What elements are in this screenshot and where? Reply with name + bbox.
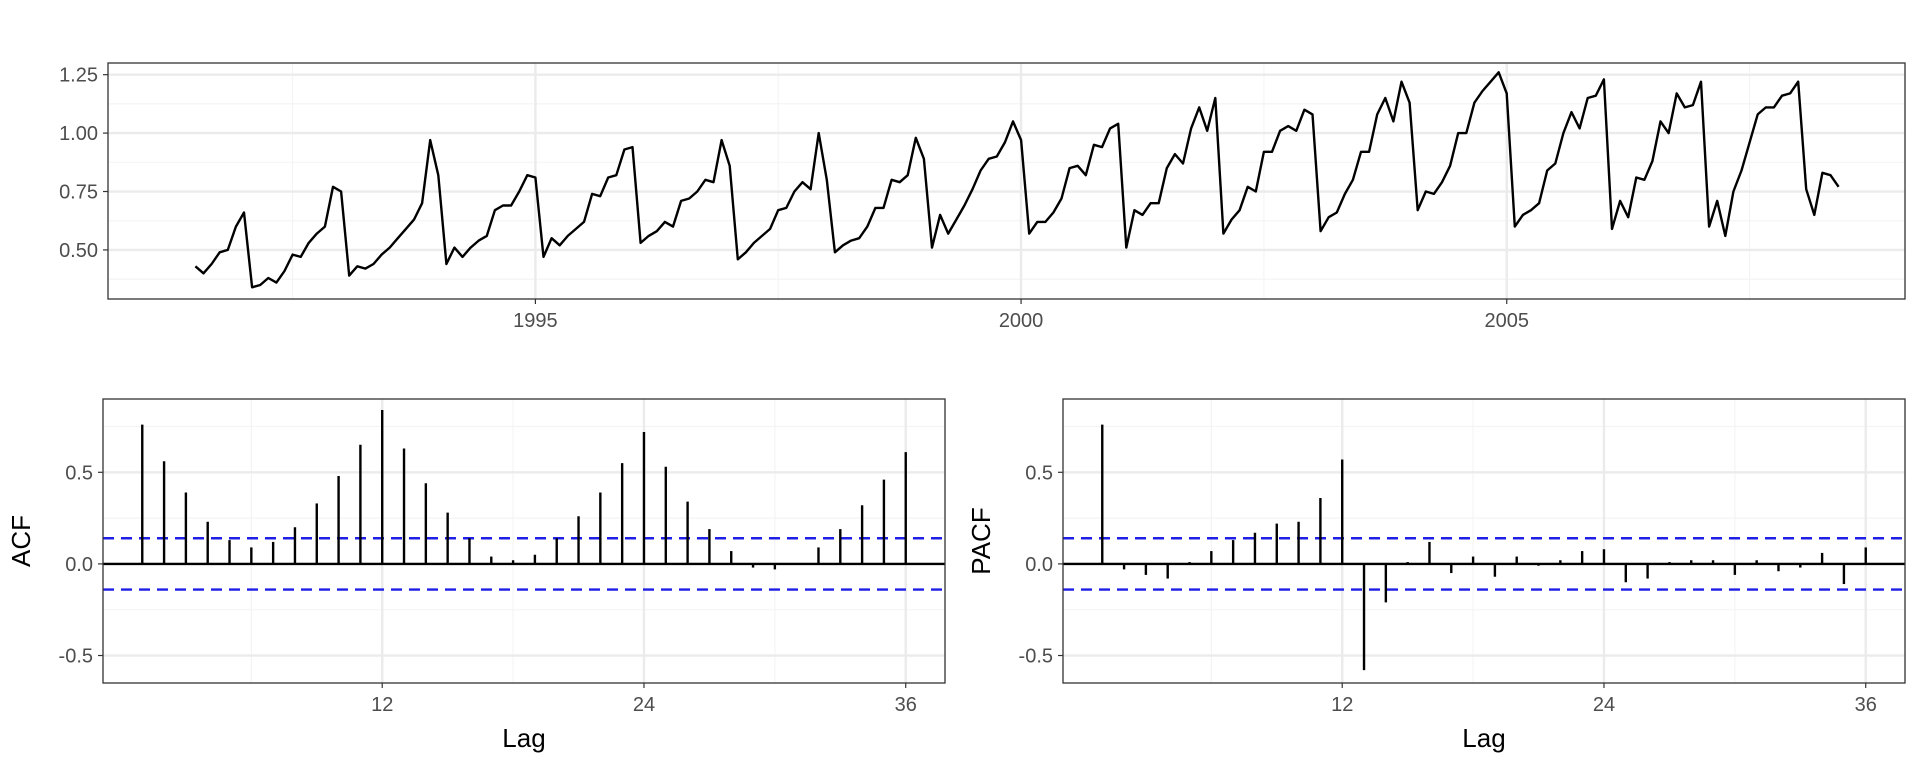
ts-y-tick-label: 0.75 [59, 182, 98, 204]
acf-panel-border [102, 398, 946, 684]
pacf-panel [1058, 398, 1906, 688]
acf-x-tick-label: 36 [895, 694, 917, 716]
pacf-x-tick-label: 12 [1331, 694, 1353, 716]
pacf-y-tick-label: 0.5 [1025, 462, 1053, 484]
pacf-x-tick-label: 36 [1855, 694, 1877, 716]
ts-x-tick-label: 2005 [1484, 310, 1529, 332]
acf-y-tick-label: 0.5 [65, 462, 93, 484]
pacf-panel-border [1062, 398, 1906, 684]
acf-y-axis-title: ACF [6, 515, 36, 567]
ts-panel-border [107, 62, 1906, 300]
pacf-y-tick-label: 0.0 [1025, 554, 1053, 576]
ts-y-tick-label: 1.00 [59, 123, 98, 145]
acf-y-tick-label: -0.5 [59, 646, 93, 668]
acf-background [103, 399, 945, 683]
ts-series-line [194, 71, 1840, 289]
ts-panel [103, 62, 1906, 304]
acf-y-tick-label: 0.0 [65, 554, 93, 576]
acf-x-tick-label: 12 [371, 694, 393, 716]
pacf-background [1063, 399, 1905, 683]
ts-y-tick-label: 0.50 [59, 240, 98, 262]
ts-x-tick-label: 2000 [999, 310, 1044, 332]
acf-x-tick-label: 24 [633, 694, 655, 716]
pacf-x-tick-label: 24 [1593, 694, 1615, 716]
pacf-x-axis-title: Lag [1462, 723, 1505, 753]
pacf-y-tick-label: -0.5 [1019, 646, 1053, 668]
pacf-y-axis-title: PACF [966, 507, 996, 574]
ts-x-tick-label: 1995 [513, 310, 558, 332]
acf-x-axis-title: Lag [502, 723, 545, 753]
ts-y-tick-label: 1.25 [59, 65, 98, 87]
acf-panel [98, 398, 946, 688]
